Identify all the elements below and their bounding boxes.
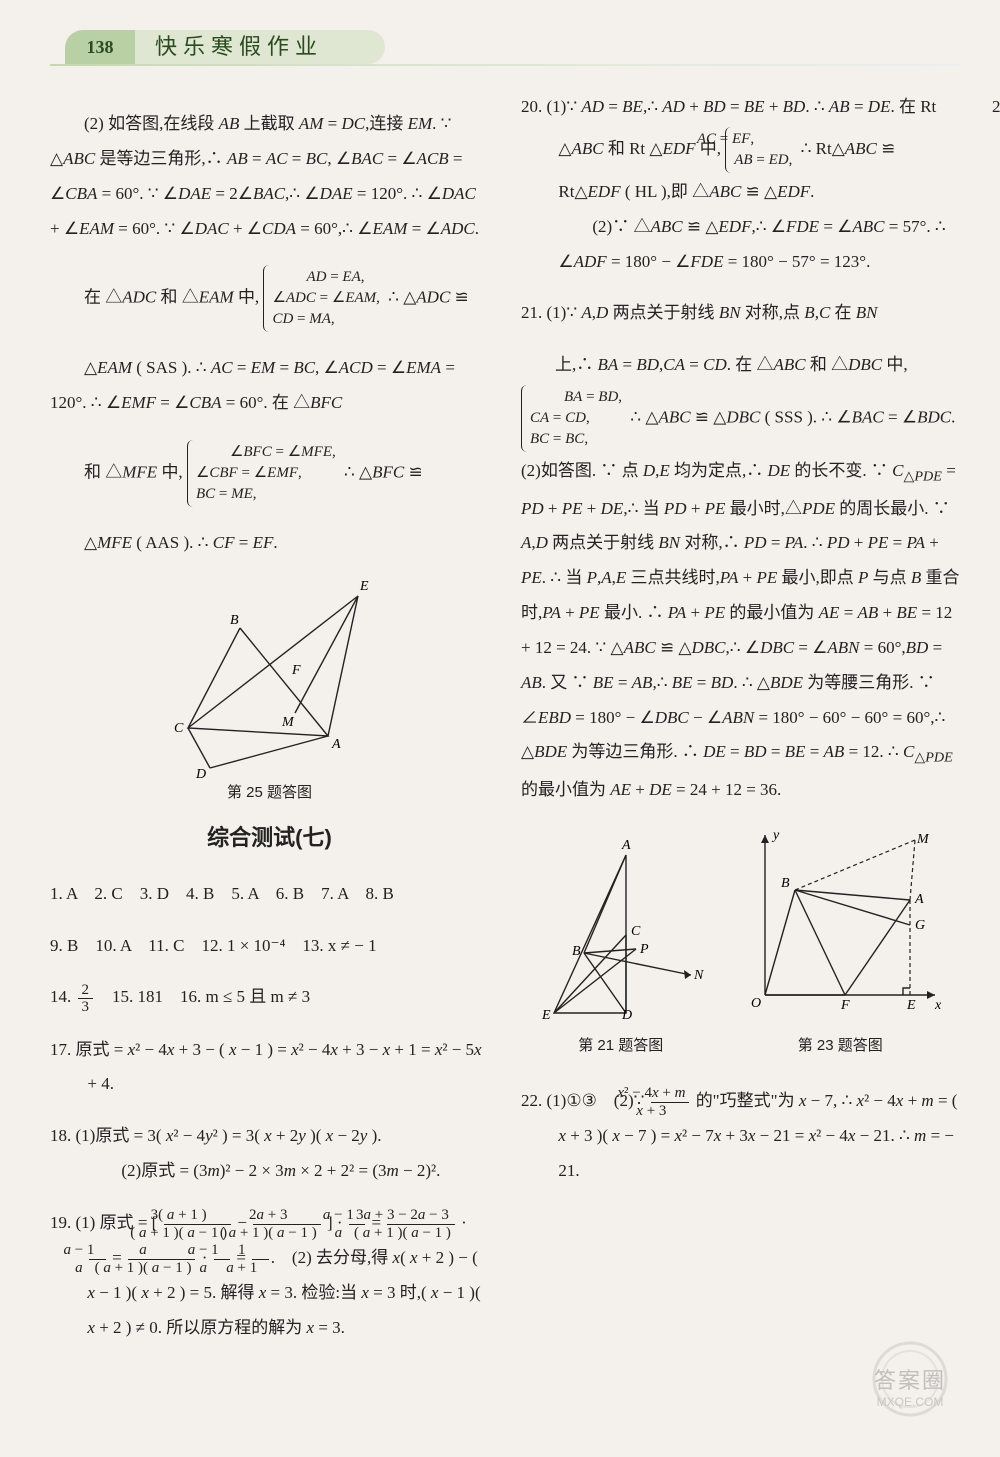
- answers-row-3: 14. 23 15. 181 16. m ≤ 5 且 m ≠ 3: [50, 980, 489, 1015]
- answers-row-2: 9. B 10. A 11. C 12. 1 × 10⁻⁴ 13. x ≠ − …: [50, 929, 489, 964]
- svg-text:O: O: [751, 996, 761, 1011]
- svg-text:B: B: [781, 876, 790, 891]
- q25-brace1: 在 △ADC 和 △EAM 中, AD = EA,∠ADC = ∠EAM,CD …: [50, 263, 489, 334]
- q25-brace2: 和 △MFE 中, ∠BFC = ∠MFE,∠CBF = ∠EMF,BC = M…: [50, 438, 489, 509]
- svg-text:F: F: [291, 663, 301, 678]
- answers-row-1: 1. A 2. C 3. D 4. B 5. A 6. B 7. A 8. B: [50, 877, 489, 912]
- svg-text:M: M: [281, 715, 295, 730]
- svg-text:P: P: [639, 942, 649, 957]
- svg-text:F: F: [840, 998, 850, 1013]
- svg-text:D: D: [195, 767, 206, 778]
- q18: 18. (1)原式 = 3( x² − 4y² ) = 3( x + 2y )(…: [50, 1119, 489, 1189]
- svg-text:B: B: [230, 613, 239, 628]
- header-title: 快乐寒假作业: [135, 30, 385, 64]
- watermark-url: MXQE.COM: [850, 1395, 970, 1409]
- page-number-tab: 138: [65, 30, 135, 64]
- svg-text:E: E: [359, 579, 369, 594]
- svg-text:M: M: [916, 832, 930, 847]
- figure-23-caption: 第 23 题答图: [735, 1031, 945, 1062]
- svg-text:E: E: [541, 1008, 551, 1020]
- q21-part1-lead: 21. (1)∵ A,D 两点关于射线 BN 对称,点 B,C 在 BN: [521, 296, 960, 331]
- content-columns: (2) 如答图,在线段 AB 上截取 AM = DC,连接 EM. ∵ △ABC…: [50, 90, 960, 1427]
- section-title-test7: 综合测试(七): [50, 815, 489, 860]
- q21-part1-cont: 上,∴ BA = BD,CA = CD. 在 △ABC 和 △DBC 中, BA…: [521, 348, 960, 807]
- figure-23: O x y M B: [735, 825, 945, 1020]
- q25-end: △MFE ( AAS ). ∴ CF = EF.: [50, 526, 489, 561]
- svg-text:y: y: [771, 828, 780, 843]
- q19: 19. (1) 原式 = [ 3( a + 1 )( a + 1 )( a − …: [50, 1206, 489, 1346]
- watermark-text: 答案圈: [850, 1363, 970, 1395]
- svg-text:D: D: [621, 1008, 632, 1020]
- watermark: 答案圈 MXQE.COM: [850, 1337, 970, 1427]
- svg-text:A: A: [621, 838, 631, 853]
- svg-text:A: A: [331, 737, 341, 752]
- q23: 23. (1)根据题意,得 m − 202 = 0 且 n − 202 = 0.…: [992, 90, 1000, 615]
- header-rule: [50, 64, 960, 66]
- q20: 20. (1)∵ AD = BE,∴ AD + BD = BE + BD. ∴ …: [521, 90, 960, 279]
- figure-21: A C P N B E D: [536, 835, 706, 1020]
- svg-text:A: A: [914, 892, 924, 907]
- figure-25-caption: 第 25 题答图: [50, 778, 489, 809]
- svg-text:G: G: [915, 918, 925, 933]
- q25-part2-a: (2) 如答图,在线段 AB 上截取 AM = DC,连接 EM. ∵ △ABC…: [50, 107, 489, 246]
- svg-text:E: E: [906, 998, 916, 1013]
- figure-25: E B F M A C D: [160, 578, 380, 778]
- q17: 17. 原式 = x² − 4x + 3 − ( x − 1 ) = x² − …: [50, 1033, 489, 1103]
- svg-text:N: N: [693, 968, 704, 983]
- svg-text:C: C: [174, 721, 184, 736]
- svg-text:C: C: [631, 924, 641, 939]
- q22: 22. (1)①③ (2)∵ x² − 4x + mx + 3 的"巧整式"为 …: [521, 1084, 960, 1189]
- svg-text:B: B: [572, 944, 581, 959]
- figure-row-21-23: A C P N B E D: [521, 825, 960, 1068]
- q25-part2-b: △EAM ( SAS ). ∴ AC = EM = BC, ∠ACD = ∠EM…: [50, 351, 489, 421]
- svg-text:x: x: [934, 998, 942, 1013]
- figure-21-caption: 第 21 题答图: [536, 1031, 706, 1062]
